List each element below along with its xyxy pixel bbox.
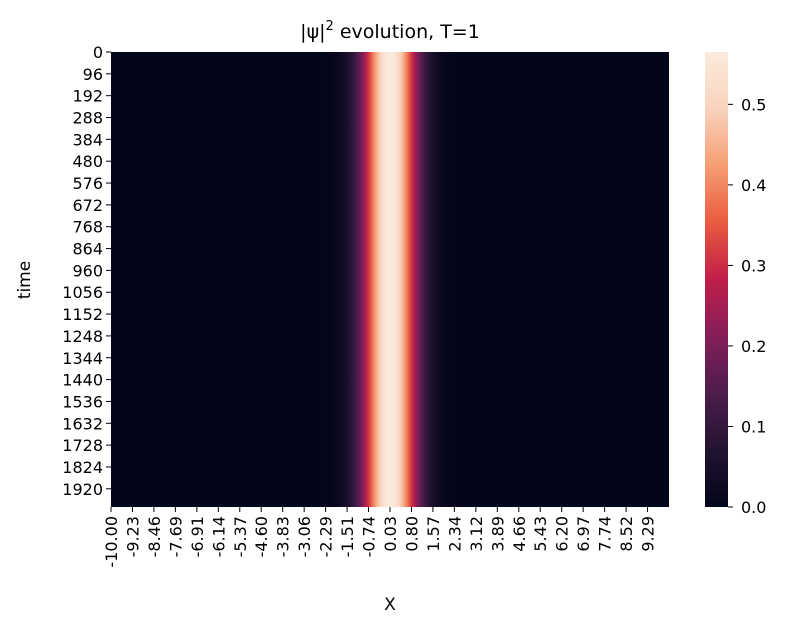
x-tick-label: 2.34 [445, 516, 464, 552]
y-tick-label: 1056 [62, 283, 103, 302]
chart-title: |ψ|2 evolution, T=1 [300, 19, 480, 43]
x-tick-label: -2.29 [317, 516, 336, 557]
y-tick-label: 1152 [62, 305, 103, 324]
colorbar-tick-label: 0.1 [741, 417, 766, 436]
y-tick-label: 1632 [62, 414, 103, 433]
x-tick-label: 0.80 [402, 516, 421, 552]
y-tick-label: 1728 [62, 436, 103, 455]
y-tick-label: 1920 [62, 480, 103, 499]
x-tick-label: 7.74 [596, 516, 615, 552]
y-tick-label: 1248 [62, 327, 103, 346]
y-tick-label: 1824 [62, 458, 103, 477]
x-tick-label: 0.03 [381, 516, 400, 552]
colorbar [705, 52, 728, 507]
y-tick-label: 576 [72, 174, 103, 193]
colorbar-tick-label: 0.0 [741, 498, 766, 517]
y-tick-label: 1344 [62, 349, 103, 368]
x-tick-label: -5.37 [231, 516, 250, 557]
colorbar-tick-label: 0.5 [741, 95, 766, 114]
x-tick-label: 3.12 [467, 516, 486, 552]
x-tick-label: 6.20 [553, 516, 572, 552]
y-tick-label: 1440 [62, 371, 103, 390]
y-tick-label: 864 [72, 240, 103, 259]
x-tick-label: -4.60 [252, 516, 271, 557]
x-axis-ticks: -10.00 -9.23 -8.46 -7.69 -6.91 -6.14 -5.37 -4.6… [102, 507, 658, 568]
x-tick-label: -3.83 [274, 516, 293, 557]
x-tick-label: -9.23 [123, 516, 142, 557]
x-tick-label: 6.97 [574, 516, 593, 552]
x-tick-label: 3.89 [488, 516, 507, 552]
y-tick-label: 480 [72, 152, 103, 171]
y-tick-label: 672 [72, 196, 103, 215]
x-tick-label: -8.46 [145, 516, 164, 557]
x-tick-label: -6.14 [209, 516, 228, 557]
y-tick-label: 288 [72, 109, 103, 128]
x-axis-label: X [384, 595, 396, 615]
y-axis-label: time [15, 261, 35, 299]
x-tick-label: 8.52 [617, 516, 636, 552]
x-tick-label: 9.29 [639, 516, 658, 552]
y-tick-label: 0 [93, 43, 103, 62]
y-tick-label: 96 [83, 65, 103, 84]
colorbar-tick-label: 0.3 [741, 256, 766, 275]
x-tick-label: 4.66 [510, 516, 529, 552]
colorbar-tick-label: 0.2 [741, 337, 766, 356]
heatmap-area [111, 52, 669, 507]
y-axis-ticks: 0 96 192 288 384 480 576 672 768 864 960 1056 1152 12… [62, 43, 111, 499]
x-tick-label: -6.91 [188, 516, 207, 557]
colorbar-tick-label: 0.4 [741, 176, 766, 195]
x-tick-label: -7.69 [166, 516, 185, 557]
y-tick-label: 960 [72, 261, 103, 280]
colorbar-ticks: 0.0 0.1 0.2 0.3 0.4 0.5 [728, 95, 766, 517]
x-tick-label: -10.00 [102, 516, 121, 568]
y-tick-label: 768 [72, 218, 103, 237]
x-tick-label: 1.57 [424, 516, 443, 552]
x-tick-label: -1.51 [338, 516, 357, 557]
x-tick-label: -0.74 [360, 516, 379, 557]
y-tick-label: 192 [72, 87, 103, 106]
x-tick-label: -3.06 [295, 516, 314, 557]
y-tick-label: 1536 [62, 392, 103, 411]
x-tick-label: 5.43 [531, 516, 550, 552]
y-tick-label: 384 [72, 130, 103, 149]
